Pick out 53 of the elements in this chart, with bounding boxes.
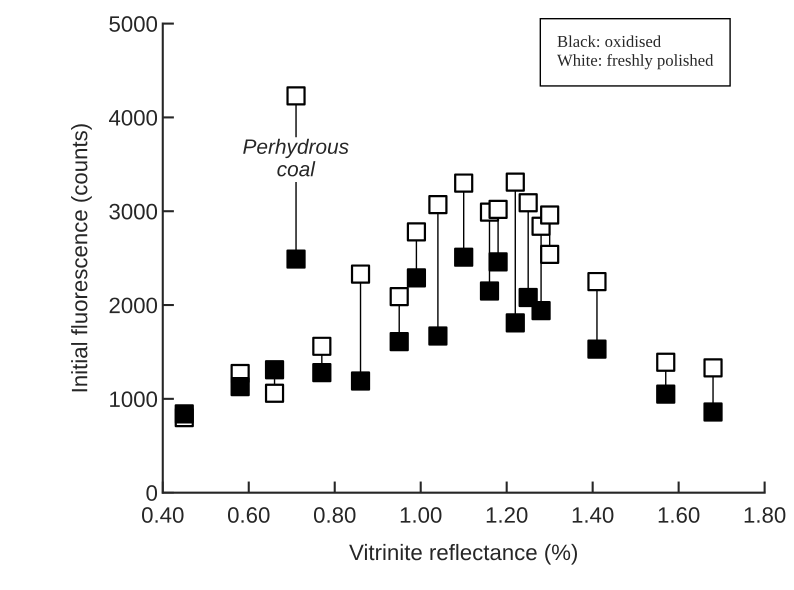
- annotation: White: freshly polished: [557, 54, 714, 70]
- annotation: Perhydrous coal: [243, 138, 349, 176]
- x-tick-label: 0.40: [142, 507, 184, 523]
- point: [703, 358, 723, 378]
- point: [488, 252, 508, 272]
- point: [587, 340, 607, 359]
- point: [480, 281, 500, 301]
- point: [390, 286, 409, 306]
- y-tick-label: 1000: [110, 391, 158, 408]
- point: [656, 352, 676, 372]
- point: [454, 248, 474, 267]
- x-tick-label: 0.60: [228, 507, 270, 523]
- y-tick-label: 5000: [109, 16, 158, 32]
- point: [454, 173, 474, 193]
- annotation: Black: oxidised: [557, 35, 661, 48]
- y-tick-label: 4000: [108, 110, 158, 126]
- point: [488, 200, 508, 219]
- point: [506, 172, 525, 192]
- point: [406, 268, 426, 288]
- point: [312, 362, 332, 382]
- point: [703, 402, 723, 422]
- point: [350, 371, 370, 391]
- y-tick-label: 0: [146, 485, 158, 501]
- x-tick-label: 1.80: [744, 507, 786, 523]
- point: [406, 222, 426, 242]
- point: [286, 249, 306, 269]
- point: [264, 384, 284, 403]
- x-tick-label: 1.40: [572, 507, 614, 523]
- point: [518, 193, 538, 212]
- point: [518, 288, 538, 308]
- point: [230, 377, 250, 396]
- point: [428, 195, 448, 214]
- y-tick-label: 3000: [109, 204, 158, 220]
- x-tick-label: 1.20: [486, 507, 528, 523]
- x-tick-label: 1.00: [400, 507, 442, 523]
- point: [531, 301, 551, 320]
- point: [540, 205, 560, 225]
- point: [428, 326, 448, 346]
- point: [312, 336, 332, 356]
- point: [506, 313, 525, 332]
- x-tick-label: 1.60: [658, 507, 700, 523]
- y-axis-title: Initial fluorescence (counts): [71, 124, 92, 392]
- point: [264, 360, 284, 380]
- point: [390, 332, 409, 352]
- point: [587, 272, 607, 292]
- y-tick-label: 2000: [110, 298, 158, 314]
- point: [286, 86, 306, 106]
- point: [656, 384, 676, 404]
- x-tick-label: 0.80: [314, 507, 356, 523]
- point: [174, 404, 194, 424]
- point: [540, 244, 560, 264]
- point: [350, 264, 370, 284]
- x-axis-title: Vitrinite reflectance (%): [349, 544, 577, 565]
